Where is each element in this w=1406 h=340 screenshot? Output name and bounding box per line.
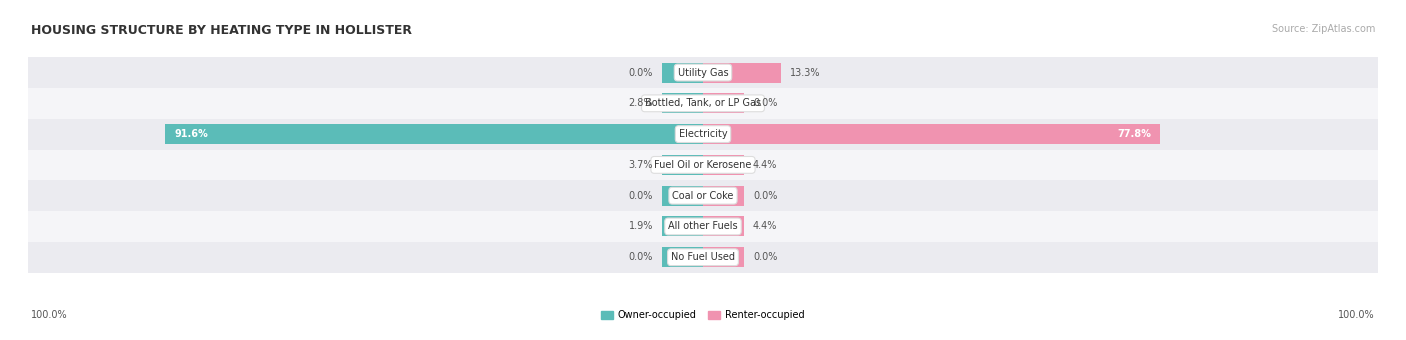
Text: Coal or Coke: Coal or Coke	[672, 191, 734, 201]
Bar	[703, 155, 744, 175]
Bar	[28, 180, 1378, 211]
Bar	[703, 124, 1160, 144]
Text: 77.8%: 77.8%	[1116, 129, 1150, 139]
Text: 1.9%: 1.9%	[628, 221, 654, 232]
Bar	[703, 63, 782, 83]
Text: 4.4%: 4.4%	[752, 221, 778, 232]
Bar	[662, 186, 703, 206]
Text: Utility Gas: Utility Gas	[678, 68, 728, 78]
Bar	[662, 155, 703, 175]
Bar	[703, 93, 744, 113]
Text: Bottled, Tank, or LP Gas: Bottled, Tank, or LP Gas	[645, 98, 761, 108]
Bar	[662, 217, 703, 237]
Bar	[28, 242, 1378, 273]
Text: 2.8%: 2.8%	[628, 98, 654, 108]
Bar	[28, 211, 1378, 242]
Bar	[662, 93, 703, 113]
Text: 0.0%: 0.0%	[628, 252, 654, 262]
Bar	[703, 247, 744, 267]
Bar	[28, 150, 1378, 180]
Text: 3.7%: 3.7%	[628, 160, 654, 170]
Text: 91.6%: 91.6%	[174, 129, 208, 139]
Bar	[28, 57, 1378, 88]
Text: 13.3%: 13.3%	[790, 68, 820, 78]
Text: 0.0%: 0.0%	[752, 98, 778, 108]
Bar	[662, 63, 703, 83]
Bar	[703, 217, 744, 237]
Text: 0.0%: 0.0%	[752, 191, 778, 201]
Bar	[166, 124, 703, 144]
Text: 4.4%: 4.4%	[752, 160, 778, 170]
Text: 0.0%: 0.0%	[752, 252, 778, 262]
Bar	[662, 247, 703, 267]
Text: Electricity: Electricity	[679, 129, 727, 139]
Text: 100.0%: 100.0%	[31, 310, 67, 320]
Legend: Owner-occupied, Renter-occupied: Owner-occupied, Renter-occupied	[598, 306, 808, 324]
Text: Fuel Oil or Kerosene: Fuel Oil or Kerosene	[654, 160, 752, 170]
Bar	[28, 119, 1378, 150]
Bar	[703, 186, 744, 206]
Text: Source: ZipAtlas.com: Source: ZipAtlas.com	[1271, 24, 1375, 34]
Bar	[28, 88, 1378, 119]
Text: 0.0%: 0.0%	[628, 68, 654, 78]
Text: All other Fuels: All other Fuels	[668, 221, 738, 232]
Text: 0.0%: 0.0%	[628, 191, 654, 201]
Text: 100.0%: 100.0%	[1339, 310, 1375, 320]
Text: HOUSING STRUCTURE BY HEATING TYPE IN HOLLISTER: HOUSING STRUCTURE BY HEATING TYPE IN HOL…	[31, 24, 412, 37]
Text: No Fuel Used: No Fuel Used	[671, 252, 735, 262]
